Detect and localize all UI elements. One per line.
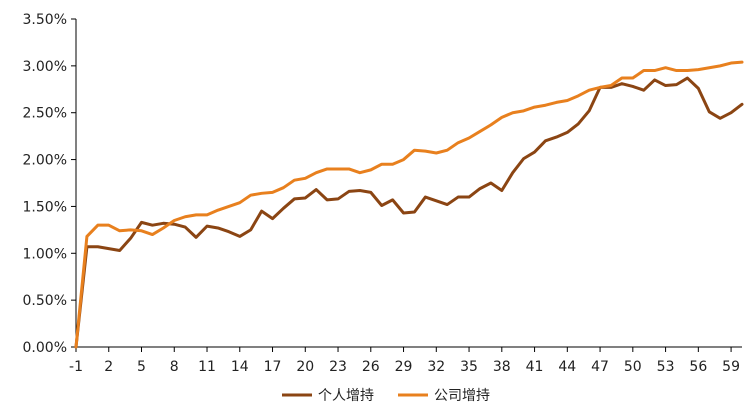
y-tick-label: 3.00%: [23, 59, 67, 75]
x-tick-label: 14: [231, 359, 249, 375]
x-tick-label: 53: [657, 359, 675, 375]
legend: 个人增持 公司增持: [282, 388, 490, 404]
x-tick-label: -1: [69, 359, 83, 375]
x-tick-label: 20: [296, 359, 314, 375]
legend-label-1: 公司增持: [434, 388, 490, 404]
y-tick-label: 2.00%: [23, 153, 67, 169]
y-tick-label: 1.50%: [23, 199, 67, 215]
y-axis: 0.00% 0.50% 1.00% 1.50% 2.00% 2.50% 3.00% 3.50%: [23, 12, 77, 356]
y-tick-label: 0.00%: [23, 340, 67, 356]
x-tick-label: 50: [624, 359, 642, 375]
x-tick-label: 35: [460, 359, 478, 375]
x-tick-label: 2: [104, 359, 113, 375]
x-tick-label: 41: [526, 359, 544, 375]
y-tick-label: 3.50%: [23, 12, 67, 28]
y-tick-label: 1.00%: [23, 246, 67, 262]
x-axis: -1 2 5 8 11 14 17 20 23 26 29 32 35 38 41 44 47 50 53 56 59: [69, 346, 742, 375]
series-layer: [74, 60, 744, 349]
y-tick-label: 2.50%: [23, 106, 67, 122]
x-tick-label: 56: [689, 359, 707, 375]
x-tick-label: 32: [427, 359, 445, 375]
x-tick-label: 29: [395, 359, 413, 375]
x-tick-label: 38: [493, 359, 511, 375]
x-tick-label: 23: [329, 359, 347, 375]
x-tick-label: 26: [362, 359, 380, 375]
y-tick-label: 0.50%: [23, 293, 67, 309]
x-tick-label: 59: [722, 359, 740, 375]
x-tick-label: 5: [137, 359, 146, 375]
x-tick-label: 17: [264, 359, 282, 375]
legend-label-0: 个人增持: [318, 388, 374, 404]
series-line-1: [74, 60, 744, 349]
x-tick-label: 47: [591, 359, 609, 375]
x-tick-label: 44: [558, 359, 576, 375]
x-tick-label: 11: [198, 359, 216, 375]
x-tick-label: 8: [170, 359, 179, 375]
series-line-0: [74, 76, 744, 349]
